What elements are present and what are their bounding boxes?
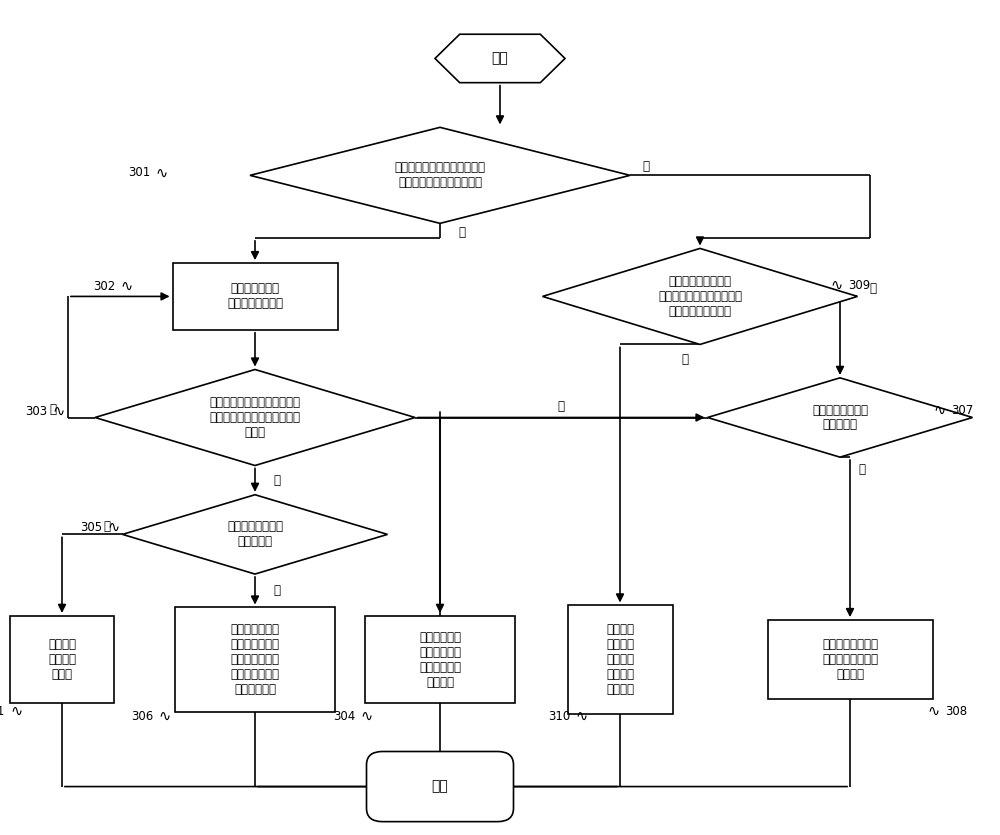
FancyBboxPatch shape [10, 616, 114, 703]
FancyBboxPatch shape [366, 752, 514, 822]
Text: ∿: ∿ [155, 165, 167, 180]
Text: 308: 308 [945, 705, 967, 718]
Text: 检测到所述移动终端
处于拍照模式时，判断所述
第二闪光灯是否损坏: 检测到所述移动终端 处于拍照模式时，判断所述 第二闪光灯是否损坏 [658, 275, 742, 318]
Text: 控制所述
第二闪光
灯中的一
个作为手
电筒打开: 控制所述 第二闪光 灯中的一 个作为手 电筒打开 [606, 623, 634, 696]
Text: ∿: ∿ [107, 520, 119, 535]
Text: 每隔预设时间间隔，检测所述
第一闪光灯的温度是否超过预
设阈值: 每隔预设时间间隔，检测所述 第一闪光灯的温度是否超过预 设阈值 [210, 396, 300, 439]
Text: 302: 302 [93, 280, 115, 293]
Text: 检测到手电筒开启指令时，判
断所述第一闪光灯是否损坏: 检测到手电筒开启指令时，判 断所述第一闪光灯是否损坏 [394, 161, 486, 190]
Text: 判断所述第二闪光
灯是否损坏: 判断所述第二闪光 灯是否损坏 [812, 403, 868, 432]
Text: 执行预先
设置的提
示操作: 执行预先 设置的提 示操作 [48, 638, 76, 681]
Text: 否: 否 [681, 353, 688, 366]
Text: 控制所述第二闪光
灯中的一个作为手
电筒打开: 控制所述第二闪光 灯中的一个作为手 电筒打开 [822, 638, 878, 681]
Text: ∿: ∿ [928, 704, 940, 719]
Text: ∿: ∿ [120, 279, 132, 294]
Text: 303: 303 [25, 405, 47, 418]
Text: 311: 311 [0, 705, 5, 718]
FancyBboxPatch shape [173, 263, 338, 330]
Text: 是: 是 [49, 402, 56, 416]
Polygon shape [95, 369, 415, 466]
Text: ∿: ∿ [52, 404, 64, 419]
Polygon shape [542, 249, 857, 344]
Text: ∿: ∿ [575, 709, 587, 724]
Text: 判断所述第二闪光
灯是否损坏: 判断所述第二闪光 灯是否损坏 [227, 520, 283, 549]
Polygon shape [708, 377, 972, 458]
Text: 否: 否 [858, 463, 865, 476]
Text: 否: 否 [458, 225, 465, 239]
Text: ∿: ∿ [360, 709, 372, 724]
Text: 306: 306 [131, 710, 153, 723]
Text: 是: 是 [558, 400, 565, 413]
Polygon shape [250, 127, 630, 223]
Text: 是: 是 [869, 281, 876, 295]
FancyBboxPatch shape [365, 616, 515, 703]
Text: 否: 否 [273, 584, 280, 597]
Text: 301: 301 [128, 166, 150, 180]
Text: 304: 304 [333, 710, 355, 723]
Text: 结束: 结束 [432, 780, 448, 793]
Text: 305: 305 [80, 521, 102, 534]
Text: 是: 是 [642, 160, 649, 174]
Text: 是: 是 [104, 519, 110, 533]
FancyBboxPatch shape [568, 605, 672, 714]
Text: ∿: ∿ [831, 278, 843, 293]
FancyBboxPatch shape [768, 620, 932, 700]
Text: 按照第一预设
步长减小所述
第一闪光灯的
驱动电流: 按照第一预设 步长减小所述 第一闪光灯的 驱动电流 [419, 630, 461, 689]
Polygon shape [122, 494, 388, 574]
Text: 开始: 开始 [492, 52, 508, 65]
FancyBboxPatch shape [175, 608, 335, 711]
Text: ∿: ∿ [10, 704, 22, 719]
Text: 将所述第一闪光
灯作为手电筒打开: 将所述第一闪光 灯作为手电筒打开 [227, 282, 283, 311]
Polygon shape [435, 34, 565, 83]
Text: 控制所述第一闪
光灯关闭，并控
制所述第二闪光
灯灯中的一个作
为手电筒打开: 控制所述第一闪 光灯关闭，并控 制所述第二闪光 灯灯中的一个作 为手电筒打开 [230, 623, 280, 696]
Text: ∿: ∿ [158, 709, 170, 724]
Text: ∿: ∿ [934, 403, 946, 418]
Text: 310: 310 [548, 710, 570, 723]
Text: 是: 是 [273, 473, 280, 487]
Text: 309: 309 [848, 279, 870, 292]
Text: 307: 307 [951, 404, 973, 418]
